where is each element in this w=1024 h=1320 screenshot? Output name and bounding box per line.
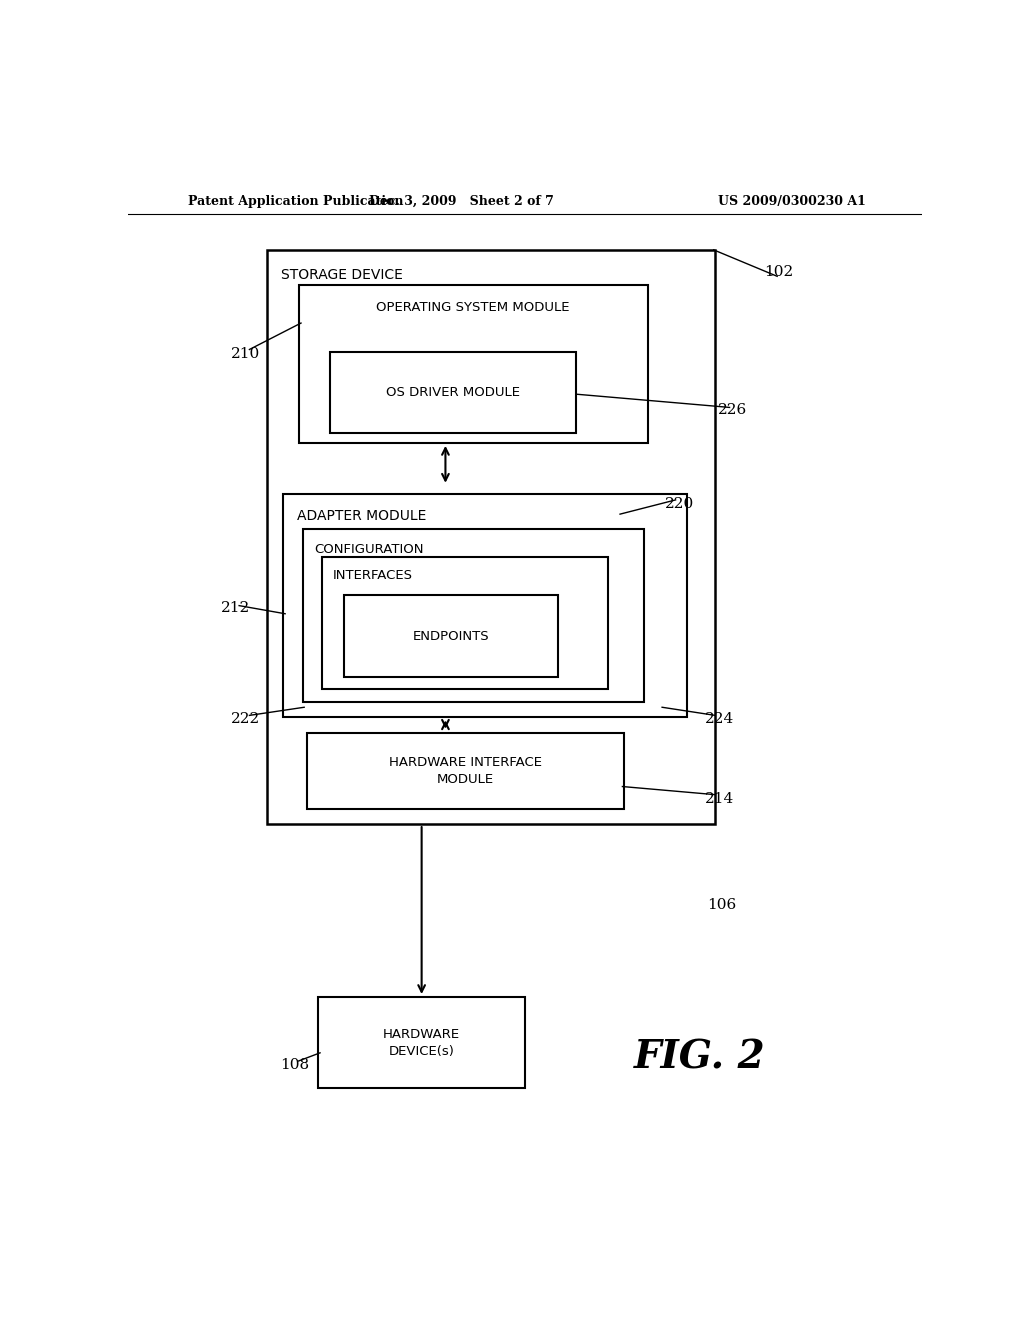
Text: HARDWARE
DEVICE(s): HARDWARE DEVICE(s) [383, 1028, 460, 1057]
Text: 214: 214 [705, 792, 734, 805]
Bar [318, 997, 524, 1089]
Text: 224: 224 [705, 713, 734, 726]
Text: OPERATING SYSTEM MODULE: OPERATING SYSTEM MODULE [377, 301, 570, 314]
Bar [303, 529, 644, 702]
Text: 210: 210 [230, 347, 260, 360]
Text: Dec. 3, 2009   Sheet 2 of 7: Dec. 3, 2009 Sheet 2 of 7 [369, 194, 554, 207]
Text: 212: 212 [220, 601, 250, 615]
Text: OS DRIVER MODULE: OS DRIVER MODULE [386, 385, 520, 399]
Text: US 2009/0300230 A1: US 2009/0300230 A1 [718, 194, 866, 207]
Bar [344, 595, 558, 677]
Text: HARDWARE INTERFACE
MODULE: HARDWARE INTERFACE MODULE [389, 756, 542, 785]
Bar [331, 351, 577, 433]
Text: ADAPTER MODULE: ADAPTER MODULE [297, 510, 426, 523]
Text: STORAGE DEVICE: STORAGE DEVICE [282, 268, 403, 282]
Text: 106: 106 [707, 899, 736, 912]
Text: 220: 220 [665, 496, 694, 511]
Text: 226: 226 [718, 404, 748, 417]
Text: CONFIGURATION: CONFIGURATION [314, 543, 424, 556]
Text: 102: 102 [764, 265, 794, 280]
Bar [323, 557, 608, 689]
Bar [299, 285, 648, 444]
Bar [283, 494, 687, 718]
Bar [306, 733, 624, 809]
Bar [267, 249, 715, 824]
Text: INTERFACES: INTERFACES [333, 569, 413, 582]
Text: 222: 222 [230, 713, 260, 726]
Text: 108: 108 [281, 1059, 309, 1072]
Text: ENDPOINTS: ENDPOINTS [413, 630, 489, 643]
Text: Patent Application Publication: Patent Application Publication [187, 194, 403, 207]
Text: FIG. 2: FIG. 2 [634, 1039, 765, 1077]
